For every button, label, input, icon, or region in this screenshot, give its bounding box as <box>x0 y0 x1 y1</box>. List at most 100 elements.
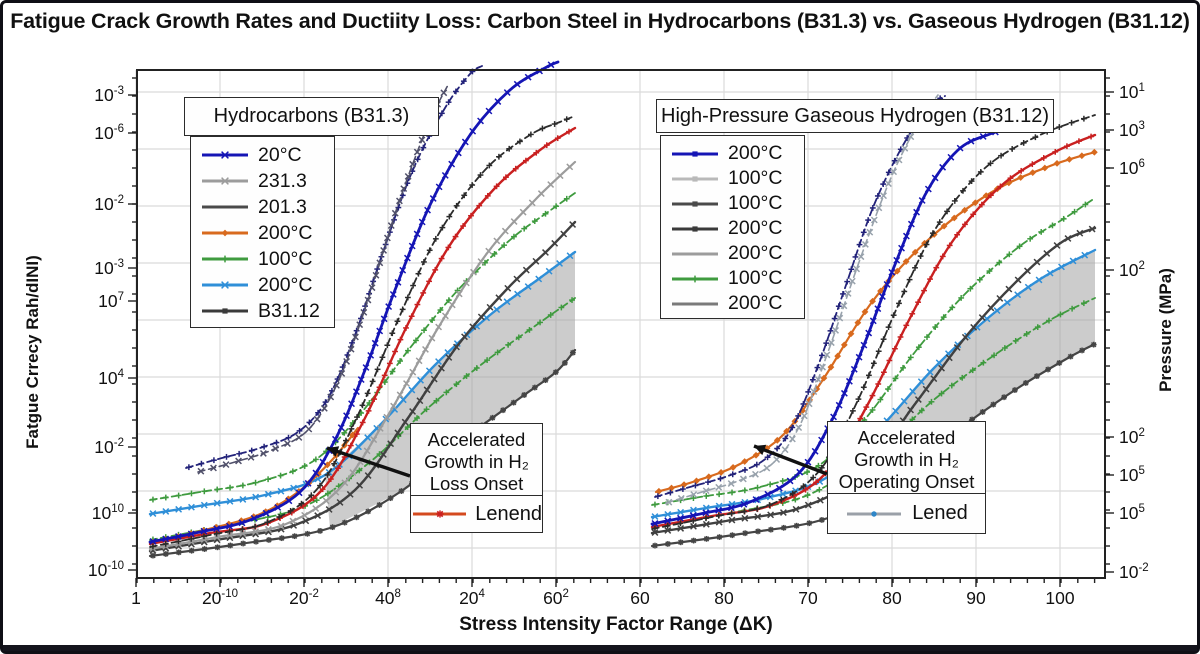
plot-frame <box>136 69 1106 579</box>
legend-entry-label: 200°C <box>728 217 783 239</box>
tick-label: 107 <box>98 291 124 311</box>
tick-label: 70 <box>798 588 818 608</box>
x-axis-label: Stress Intensity Factor Range (ΔK) <box>459 614 773 635</box>
annotation-text: Accelerated Growth in H₂ Operating Onset <box>838 427 975 492</box>
tick-label: 10-6 <box>94 123 124 143</box>
series-green-upper <box>149 192 576 503</box>
tick-label: 60 <box>630 588 650 608</box>
legend-line-icon <box>672 275 718 282</box>
series-blue <box>650 125 1014 527</box>
tick-label: 20-10 <box>202 588 238 608</box>
legend-entry-label: 200°C <box>728 242 783 264</box>
tick-label: 1010 <box>92 503 124 523</box>
legend-line-icon <box>672 175 718 182</box>
legend-entry-label: 200°C <box>258 221 313 244</box>
tick-label: 105 <box>1119 503 1145 523</box>
legend-entry: B31.12 <box>191 298 334 324</box>
tick-label: 101 <box>1119 82 1145 102</box>
tick-label: 204 <box>459 588 485 608</box>
legend-entry-label: 20°C <box>258 143 302 166</box>
legend-entry: 100°C <box>191 246 334 272</box>
tick-label: 80 <box>714 588 734 608</box>
series-gray <box>148 160 577 552</box>
axis-ticks <box>128 77 1114 587</box>
tick-label: 103 <box>1119 120 1145 140</box>
tick-label: 10-2 <box>94 194 124 214</box>
tick-label: 80 <box>882 588 902 608</box>
legend-line-icon <box>202 205 248 209</box>
annotation-text: Accelerated Growth in H₂ Loss Onset <box>424 429 529 494</box>
legend-line-icon <box>202 151 248 159</box>
annotation-arrow-operating-onset <box>753 444 828 476</box>
legend-entry-label: 200°C <box>728 292 783 314</box>
grid <box>135 70 1105 578</box>
legend-entry: 200°C <box>661 141 804 166</box>
legend-right-title: High-Pressure Gaseous Hydrogen (B31.12) <box>661 104 1049 127</box>
annotation-legend: Lenend <box>411 495 542 532</box>
figure-bottom-bar <box>3 645 1197 651</box>
annotation-arrow-loss-onset <box>326 446 411 478</box>
legend-left: 20°C 231.3 201.3 200°C 100°C 200°C B31.12 <box>190 136 335 328</box>
legend-right-title-box: High-Pressure Gaseous Hydrogen (B31.12) <box>656 99 1054 133</box>
legend-entry-label: 100°C <box>728 267 783 289</box>
legend-entry-label: 100°C <box>728 167 783 189</box>
tick-label: 105 <box>1119 465 1145 485</box>
legend-entry-label: B31.12 <box>258 299 320 322</box>
legend-entry: 200°C <box>661 241 804 266</box>
tick-label: 10-3 <box>94 258 124 278</box>
legend-line-icon <box>202 308 248 314</box>
series-dashed-black <box>651 114 1096 532</box>
annotation-legend-label: Lenend <box>475 502 542 525</box>
tick-label: 10-2 <box>94 437 124 457</box>
legend-entry-label: 231.3 <box>258 169 307 192</box>
tick-label: 106 <box>1119 158 1145 178</box>
legend-entry: 201.3 <box>191 194 334 220</box>
tick-label: 100 <box>1045 588 1074 608</box>
legend-left-title-box: Hydrocarbons (B31.3) <box>184 97 439 136</box>
annotation-box-operating-onset: Accelerated Growth in H₂ Operating Onset Le… <box>827 421 986 534</box>
tick-label: 20-2 <box>289 588 319 608</box>
tick-label: 10-3 <box>94 85 124 105</box>
legend-line-icon <box>202 281 248 289</box>
annotation-legend: Lened <box>828 493 985 533</box>
legend-line-icon <box>202 255 248 263</box>
tick-label: 102 <box>1119 427 1145 447</box>
legend-entry: 100°C <box>661 166 804 191</box>
legend-entry: 200°C <box>661 291 804 316</box>
legend-entry: 200°C <box>661 216 804 241</box>
legend-entry: 231.3 <box>191 168 334 194</box>
legend-line-icon <box>672 150 718 157</box>
legend-entry-label: 100°C <box>728 192 783 214</box>
annotation-box-loss-onset: Accelerated Growth in H₂ Loss Onset Lenend <box>410 423 543 533</box>
tick-label: 408 <box>375 588 401 608</box>
annotation-legend-icon <box>413 510 467 518</box>
legend-entry-label: 200°C <box>728 142 783 164</box>
legend-entry: 200°C <box>191 220 334 246</box>
tick-label: 102 <box>1119 260 1145 280</box>
tick-label: 1 <box>131 588 141 608</box>
tick-label: 104 <box>98 368 124 388</box>
legend-right: 200°C 100°C 100°C 200°C 200°C 100°C 200°C <box>660 135 805 319</box>
legend-line-icon <box>672 302 718 305</box>
legend-entry: 200°C <box>191 272 334 298</box>
legend-entry-label: 201.3 <box>258 195 307 218</box>
annotation-legend-icon <box>847 510 902 517</box>
legend-entry-label: 100°C <box>258 247 313 270</box>
figure-title: Fatigue Crack Growth Rates and Ductiity … <box>10 9 1190 33</box>
legend-entry: 100°C <box>661 191 804 216</box>
legend-entry-label: 200°C <box>258 273 313 296</box>
tick-label: 10-10 <box>88 560 124 580</box>
legend-left-title: Hydrocarbons (B31.3) <box>213 105 410 127</box>
series-gray-dashed-early <box>665 94 939 506</box>
legend-line-icon <box>202 229 248 237</box>
series-blue <box>148 60 560 545</box>
legend-line-icon <box>672 252 718 255</box>
legend-entry: 20°C <box>191 142 334 168</box>
tick-label: 90 <box>966 588 986 608</box>
annotation-legend-label: Lened <box>912 502 968 524</box>
tick-label: 602 <box>543 588 569 608</box>
legend-line-icon <box>672 200 718 207</box>
legend-line-icon <box>202 177 248 185</box>
tick-label: 10-2 <box>1119 562 1149 582</box>
